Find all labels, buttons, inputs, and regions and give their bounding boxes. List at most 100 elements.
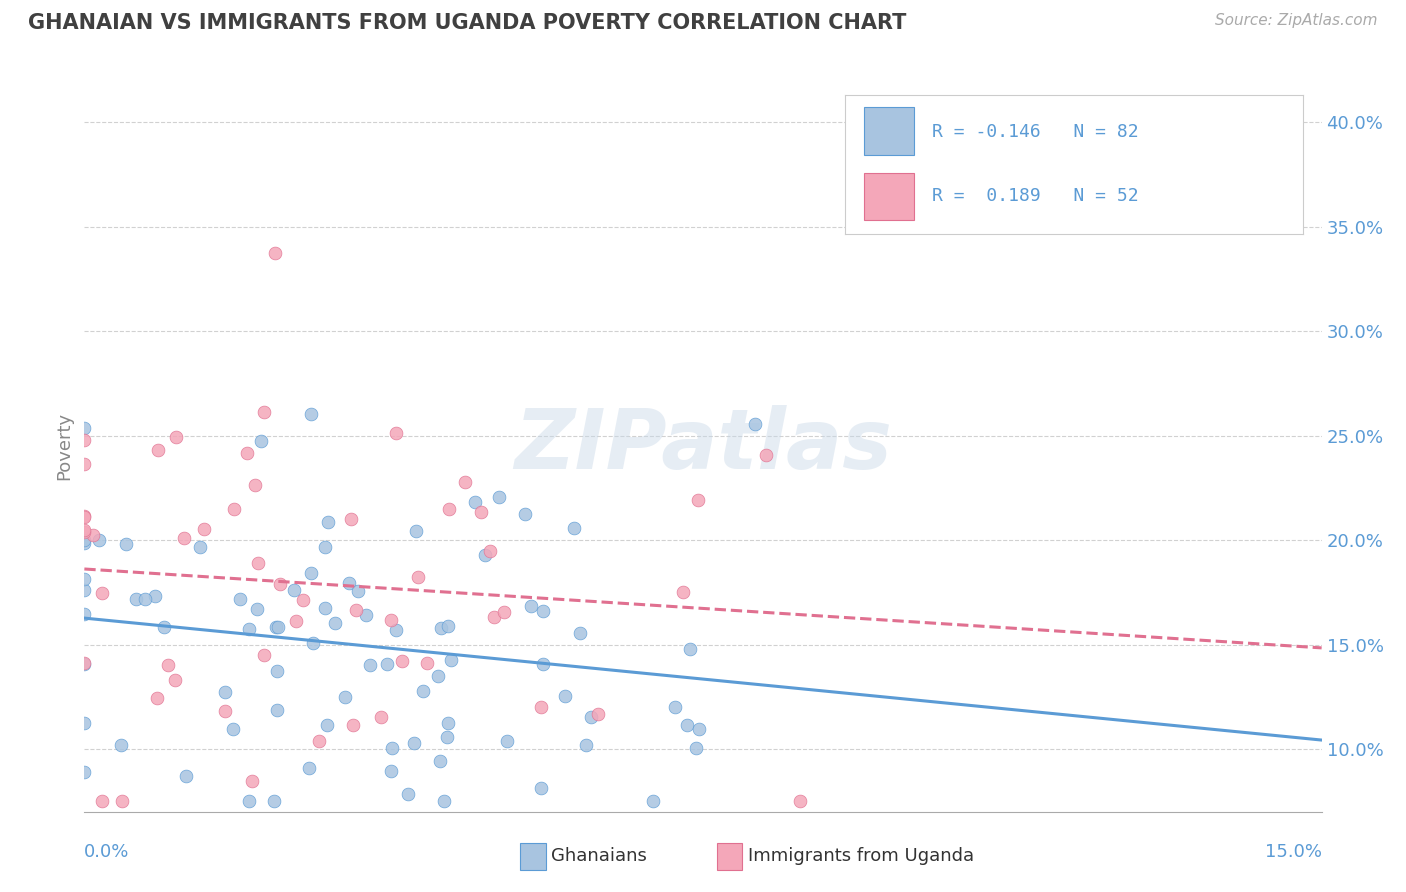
Point [412, 683, 434, 698]
Point [370, 710, 392, 724]
Point [264, 620, 287, 634]
Point [246, 602, 269, 616]
Point [575, 738, 598, 752]
Point [685, 740, 707, 755]
Text: Source: ZipAtlas.com: Source: ZipAtlas.com [1215, 13, 1378, 29]
Point [495, 734, 517, 748]
Point [266, 703, 288, 717]
Point [562, 521, 585, 535]
Point [73, 657, 96, 672]
Point [110, 738, 132, 752]
Point [676, 718, 699, 732]
Point [755, 448, 778, 462]
Point [515, 507, 537, 521]
Point [73, 656, 96, 670]
Point [478, 544, 501, 558]
Point [314, 600, 336, 615]
Point [188, 540, 211, 554]
Point [381, 741, 404, 756]
Point [146, 443, 169, 458]
Point [380, 764, 402, 778]
Point [229, 591, 252, 606]
Point [266, 665, 288, 679]
Point [285, 615, 308, 629]
Point [269, 577, 291, 591]
Point [238, 794, 260, 808]
Point [436, 619, 458, 633]
Point [354, 607, 377, 622]
Point [484, 610, 506, 624]
Point [283, 582, 305, 597]
Point [359, 658, 381, 673]
Point [342, 718, 364, 732]
Point [686, 493, 709, 508]
Text: Ghanaians: Ghanaians [551, 847, 647, 865]
Point [744, 417, 766, 432]
Point [238, 622, 260, 636]
Point [143, 589, 166, 603]
Point [145, 690, 167, 705]
Text: Immigrants from Uganda: Immigrants from Uganda [748, 847, 974, 865]
Point [153, 620, 176, 634]
Point [554, 689, 576, 703]
Point [474, 549, 496, 563]
Point [224, 502, 246, 516]
Point [125, 591, 148, 606]
Point [664, 700, 686, 714]
Point [157, 658, 180, 673]
Point [530, 700, 553, 714]
Point [163, 673, 186, 687]
Point [641, 794, 664, 808]
Point [430, 621, 453, 635]
Point [470, 505, 492, 519]
Point [385, 623, 408, 637]
Point [243, 478, 266, 492]
Text: ZIPatlas: ZIPatlas [515, 406, 891, 486]
Point [323, 616, 346, 631]
Point [347, 583, 370, 598]
Point [73, 524, 96, 539]
Point [439, 653, 461, 667]
Point [308, 734, 330, 748]
Point [73, 509, 96, 524]
Point [173, 531, 195, 545]
Point [236, 446, 259, 460]
Point [391, 654, 413, 668]
Point [73, 421, 96, 435]
Point [405, 524, 427, 539]
Point [337, 576, 360, 591]
Point [73, 457, 96, 471]
Point [688, 722, 710, 736]
Point [429, 755, 451, 769]
Point [302, 636, 325, 650]
Point [416, 656, 439, 670]
Point [267, 620, 290, 634]
Point [679, 642, 702, 657]
Point [436, 730, 458, 744]
Point [73, 524, 96, 538]
Point [530, 781, 553, 796]
Point [299, 407, 322, 421]
Point [586, 706, 609, 721]
Point [569, 626, 592, 640]
Point [89, 533, 111, 548]
Point [73, 536, 96, 550]
Point [91, 794, 114, 808]
Point [315, 718, 337, 732]
Point [110, 794, 132, 808]
Point [396, 787, 419, 801]
Point [214, 704, 236, 718]
Point [165, 430, 187, 444]
Point [73, 509, 96, 524]
Point [299, 566, 322, 580]
Point [437, 502, 460, 516]
Point [672, 584, 695, 599]
Point [174, 769, 197, 783]
Point [520, 599, 543, 614]
Point [789, 794, 811, 808]
Point [402, 736, 425, 750]
Point [249, 434, 271, 449]
Point [316, 515, 339, 529]
Point [82, 528, 104, 542]
Point [73, 434, 96, 448]
